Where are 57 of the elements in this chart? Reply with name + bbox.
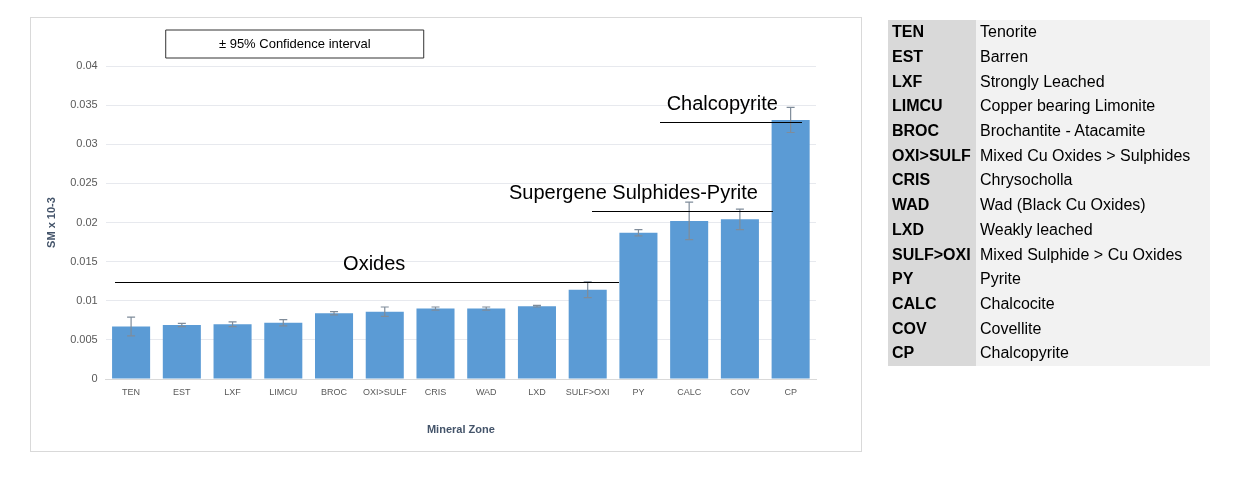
x-tick-label: LXF [224, 386, 242, 397]
text: PY [888, 266, 976, 292]
text: Tenorite [976, 20, 1210, 45]
text: CALC [888, 291, 976, 317]
text: WAD [888, 192, 976, 218]
y-tick-label: 0.01 [76, 293, 98, 306]
x-tick-label: BROC [321, 386, 348, 397]
y-tick-label: 0.035 [70, 98, 98, 111]
text: LXF [888, 69, 976, 95]
x-tick-label: CALC [677, 386, 702, 397]
x-tick-label: WAD [475, 386, 498, 397]
text: Wad (Black Cu Oxides) [976, 192, 1210, 218]
y-tick-label: 0 [91, 372, 98, 385]
x-tick-label: SULF>OXI [565, 386, 610, 397]
y-tick-label: 0.005 [70, 332, 98, 345]
annotation: Chalcopyrite [666, 92, 778, 115]
text: COV [888, 316, 976, 341]
x-tick-label: COV [730, 386, 750, 397]
x-axis-title: Mineral Zone [426, 423, 495, 436]
text: Strongly Leached [976, 69, 1210, 95]
x-tick-label: OXI>SULF [362, 386, 408, 397]
text: TEN [888, 20, 976, 45]
text: LIMCU [888, 94, 976, 119]
text: Mixed Sulphide > Cu Oxides [976, 242, 1210, 267]
text: Barren [976, 44, 1210, 70]
text: Mixed Cu Oxides > Sulphides [976, 143, 1210, 169]
text: Chalcopyrite [976, 340, 1210, 366]
x-tick-label: TEN [122, 386, 141, 397]
y-tick-label: 0.03 [76, 137, 98, 150]
text: Covellite [976, 316, 1210, 341]
y-tick-label: 0.04 [76, 59, 98, 72]
text: Copper bearing Limonite [976, 94, 1210, 119]
text: Weakly leached [976, 217, 1210, 243]
x-tick-label: LIMCU [269, 386, 298, 397]
text: BROC [888, 118, 976, 144]
annotation: Supergene Sulphides-Pyrite [508, 180, 758, 203]
text: Chalcocite [976, 291, 1210, 317]
text: CRIS [888, 168, 976, 193]
x-tick-label: LXD [528, 386, 547, 397]
y-axis-title: SM x 10-3 [44, 197, 57, 248]
text: Chrysocholla [976, 168, 1210, 193]
annotation: Oxides [343, 252, 406, 275]
y-tick-label: 0.02 [76, 215, 98, 228]
y-tick-label: 0.015 [70, 254, 98, 267]
x-tick-label: EST [173, 386, 192, 397]
text: Pyrite [976, 266, 1210, 292]
text: Brochantite - Atacamite [976, 118, 1210, 144]
y-tick-label: 0.025 [70, 176, 98, 189]
text: LXD [888, 217, 976, 243]
text: CP [888, 340, 976, 366]
text: SULF>OXI [888, 242, 976, 267]
text: OXI>SULF [888, 143, 976, 169]
x-tick-label: PY [632, 386, 645, 397]
text: ± 95% Confidence interval [218, 35, 371, 51]
x-tick-label: CP [784, 386, 797, 397]
text: EST [888, 44, 976, 70]
x-tick-label: CRIS [424, 386, 447, 397]
